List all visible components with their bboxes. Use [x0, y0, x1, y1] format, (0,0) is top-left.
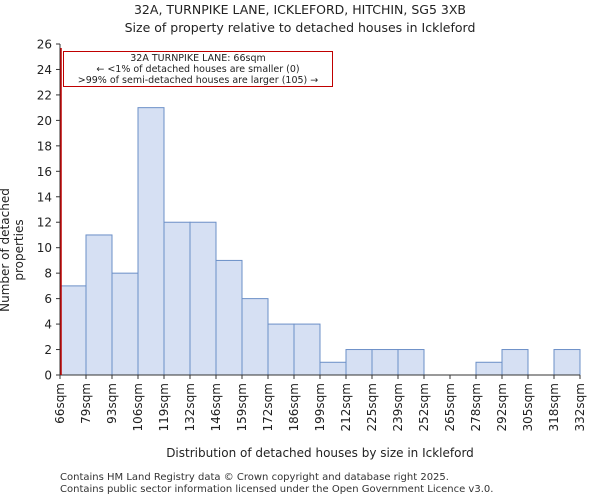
- footer-line-1: Contains HM Land Registry data © Crown c…: [60, 472, 449, 483]
- x-tick-label: 159sqm: [235, 383, 249, 431]
- bar: [163, 221, 191, 376]
- y-tick-label: 24: [37, 63, 52, 77]
- x-tick-label: 278sqm: [469, 383, 483, 431]
- x-tick-label: 106sqm: [131, 383, 145, 431]
- x-tick-label: 172sqm: [261, 383, 275, 431]
- y-tick-label: 8: [44, 267, 52, 281]
- y-tick-label: 12: [37, 216, 52, 230]
- bar: [85, 234, 113, 376]
- x-tick-label: 332sqm: [573, 383, 587, 431]
- chart-title: 32A, TURNPIKE LANE, ICKLEFORD, HITCHIN, …: [133, 2, 466, 17]
- bar: [553, 349, 581, 376]
- bar: [241, 298, 269, 376]
- x-tick-label: 199sqm: [313, 383, 327, 431]
- x-tick-label: 305sqm: [521, 383, 535, 431]
- x-tick-label: 252sqm: [417, 383, 431, 431]
- y-tick-label: 4: [44, 318, 52, 332]
- bar: [345, 349, 373, 376]
- y-tick-label: 20: [37, 114, 52, 128]
- bar: [501, 349, 529, 376]
- y-tick-label: 18: [37, 139, 52, 153]
- y-tick-label: 6: [44, 292, 52, 306]
- bar: [189, 221, 217, 376]
- footer-line-2: Contains public sector information licen…: [60, 484, 494, 495]
- y-tick-label: 16: [37, 165, 52, 179]
- x-tick-label: 66sqm: [53, 383, 67, 424]
- x-tick-label: 292sqm: [495, 383, 509, 431]
- y-tick-label: 26: [37, 38, 52, 52]
- y-tick-label: 22: [37, 88, 52, 102]
- bar: [319, 361, 347, 376]
- bar: [293, 323, 321, 376]
- annotation-line-1: 32A TURNPIKE LANE: 66sqm: [130, 53, 266, 64]
- x-tick-label: 146sqm: [209, 383, 223, 431]
- annotation-box: 32A TURNPIKE LANE: 66sqm ← <1% of detach…: [63, 51, 333, 87]
- x-tick-label: 132sqm: [183, 383, 197, 431]
- x-tick-label: 239sqm: [391, 383, 405, 431]
- x-tick-label: 79sqm: [79, 383, 93, 424]
- bar: [59, 285, 87, 376]
- y-tick-label: 10: [37, 241, 52, 255]
- x-tick-label: 119sqm: [157, 383, 171, 431]
- x-tick-label: 212sqm: [339, 383, 353, 431]
- chart-subtitle: Size of property relative to detached ho…: [124, 20, 476, 35]
- y-tick-label: 2: [44, 343, 52, 357]
- x-tick-label: 93sqm: [105, 383, 119, 424]
- bar: [371, 349, 399, 376]
- annotation-line-2: ← <1% of detached houses are smaller (0): [96, 64, 300, 75]
- x-tick-label: 318sqm: [547, 383, 561, 431]
- bar: [215, 259, 243, 376]
- x-axis-label: Distribution of detached houses by size …: [166, 446, 474, 460]
- y-tick-label: 0: [44, 369, 52, 383]
- x-tick-label: 225sqm: [365, 383, 379, 431]
- bar: [111, 272, 139, 376]
- annotation-line-3: >99% of semi-detached houses are larger …: [77, 75, 319, 86]
- x-tick-label: 186sqm: [287, 383, 301, 431]
- bar: [267, 323, 295, 376]
- y-tick-label: 14: [37, 190, 52, 204]
- bar: [397, 349, 425, 376]
- x-tick-label: 265sqm: [443, 383, 457, 431]
- bar: [475, 361, 503, 376]
- bar: [137, 107, 165, 376]
- y-axis-label: Number of detached properties: [0, 188, 26, 312]
